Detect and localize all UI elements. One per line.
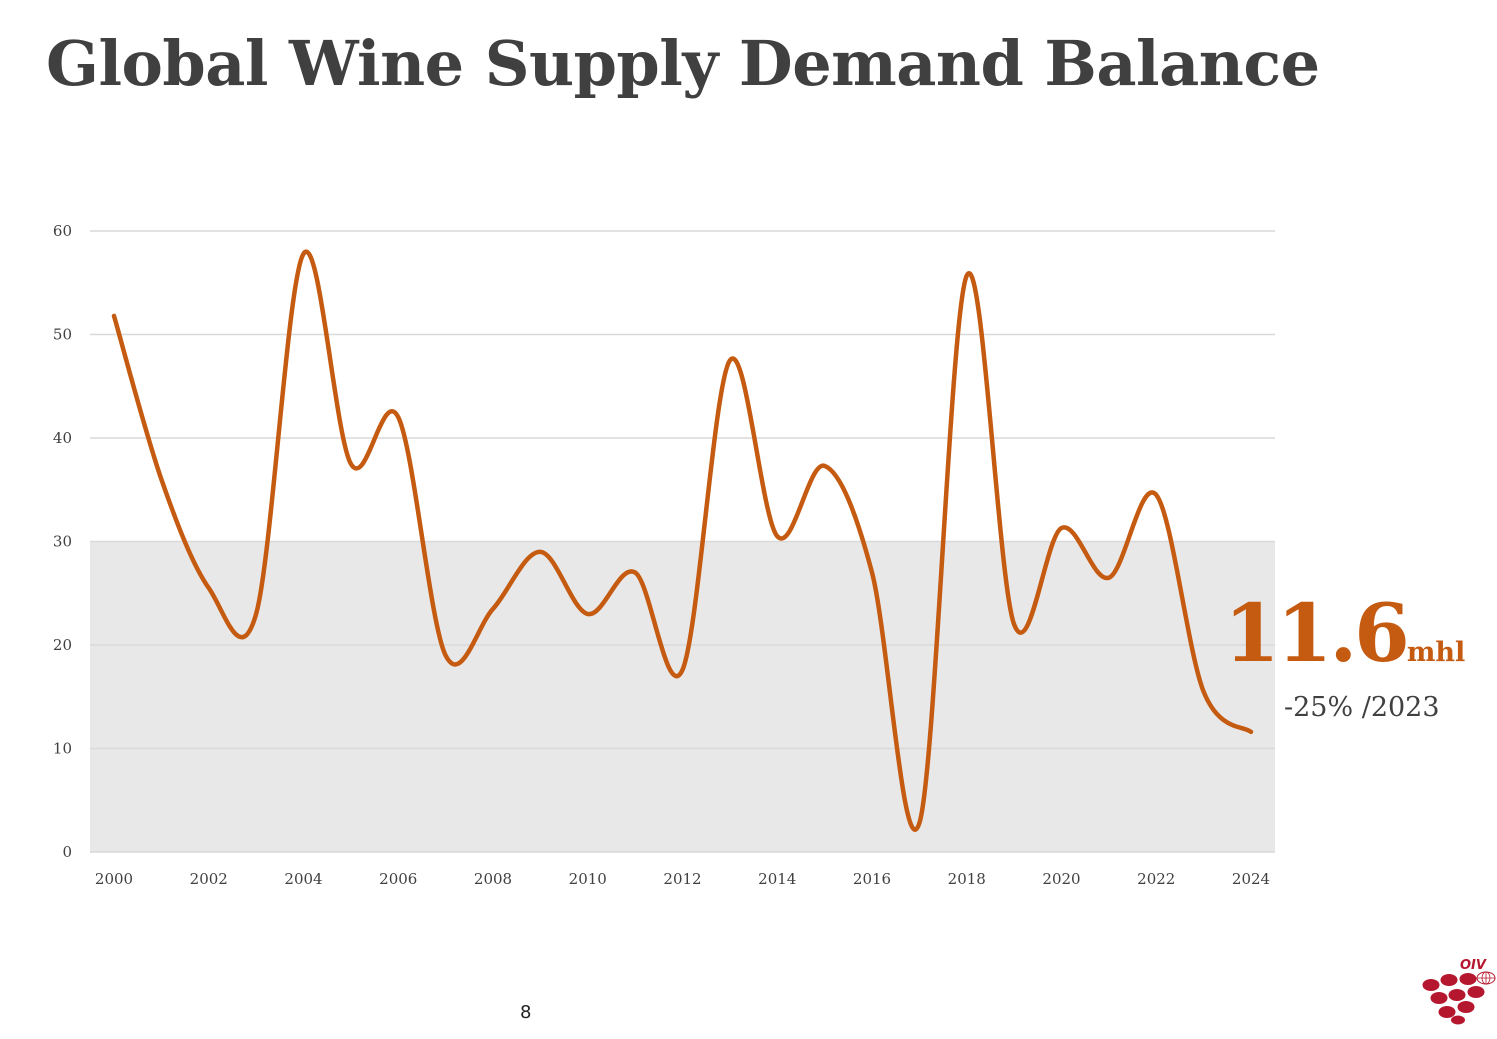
x-axis-tick-labels: 2000 2002 2004 2006 2008 2010 2012 2014 2016 2018… [95,870,1270,888]
x-tick-label: 2006 [379,870,417,888]
oiv-logo: OIV [1422,958,1496,1025]
x-tick-label: 2024 [1232,870,1270,888]
x-tick-label: 2016 [853,870,891,888]
page-number: 8 [520,1002,532,1023]
y-tick-label: 10 [53,740,72,758]
y-tick-label: 0 [62,843,72,861]
y-tick-label: 60 [53,222,72,240]
x-tick-label: 2004 [284,870,322,888]
y-tick-label: 20 [53,636,72,654]
gridlines [90,230,1275,853]
x-tick-label: 2014 [758,870,796,888]
x-tick-label: 2010 [569,870,607,888]
latest-value-callout: 11.6mhl [1224,588,1465,678]
y-axis-tick-labels: 0 10 20 30 40 50 60 [53,222,72,861]
y-tick-label: 50 [53,326,72,344]
x-tick-label: 2022 [1137,870,1175,888]
page-title: Global Wine Supply Demand Balance [46,27,1320,100]
callout-value: 11.6 [1224,586,1410,680]
y-tick-label: 30 [53,533,72,551]
x-tick-label: 2018 [948,870,986,888]
x-tick-label: 2008 [474,870,512,888]
x-tick-label: 2002 [190,870,228,888]
series-line [111,249,1254,832]
x-tick-label: 2012 [663,870,701,888]
callout-change: -25% /2023 [1284,692,1440,723]
x-tick-label: 2020 [1042,870,1080,888]
grape-cluster-globe-icon [1422,971,1496,1025]
callout-unit: mhl [1406,637,1466,668]
shaded-band [90,541,1275,852]
logo-text: OIV [1460,958,1487,973]
x-tick-label: 2000 [95,870,133,888]
y-tick-label: 40 [53,429,72,447]
